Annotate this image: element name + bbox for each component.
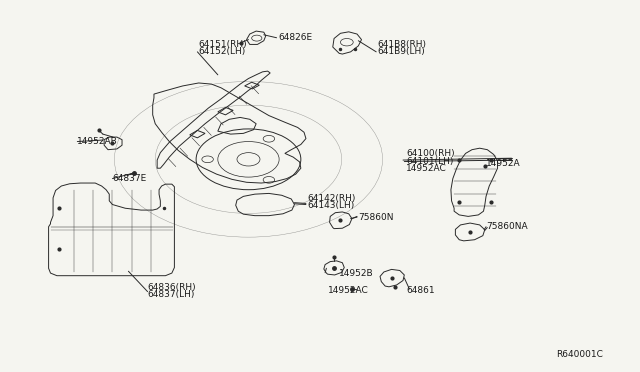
Text: 64143(LH): 64143(LH) bbox=[307, 201, 355, 210]
Text: 641B9(LH): 641B9(LH) bbox=[378, 47, 425, 56]
Text: 64861: 64861 bbox=[406, 286, 435, 295]
Text: 14952AC: 14952AC bbox=[406, 164, 447, 173]
Text: 64152(LH): 64152(LH) bbox=[198, 47, 246, 56]
Text: R640001C: R640001C bbox=[556, 350, 603, 359]
Text: 75860NA: 75860NA bbox=[486, 222, 527, 231]
Text: 64837E: 64837E bbox=[113, 174, 147, 183]
Text: 14952B: 14952B bbox=[339, 269, 374, 278]
Text: 64100(RH): 64100(RH) bbox=[406, 149, 455, 158]
Text: 75860N: 75860N bbox=[358, 213, 394, 222]
Text: 641B8(RH): 641B8(RH) bbox=[378, 40, 426, 49]
Text: 64101(LH): 64101(LH) bbox=[406, 157, 454, 166]
Text: 64836(RH): 64836(RH) bbox=[148, 283, 196, 292]
Text: 14952A: 14952A bbox=[486, 159, 521, 168]
Text: 64826E: 64826E bbox=[278, 33, 312, 42]
Text: 64142(RH): 64142(RH) bbox=[307, 194, 356, 203]
Text: 14952AC: 14952AC bbox=[328, 286, 369, 295]
Text: 64151(RH): 64151(RH) bbox=[198, 40, 247, 49]
Text: 14952AB: 14952AB bbox=[77, 137, 118, 146]
Text: 64837(LH): 64837(LH) bbox=[148, 290, 195, 299]
